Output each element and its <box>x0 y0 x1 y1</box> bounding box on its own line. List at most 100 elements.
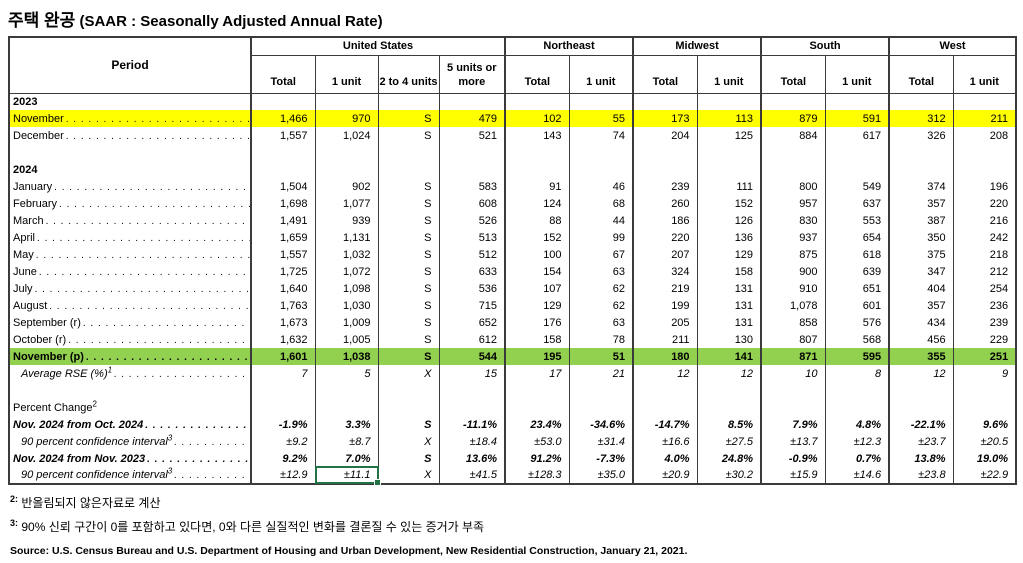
cell[interactable] <box>888 161 954 178</box>
cell[interactable]: 910 <box>760 280 826 297</box>
cell[interactable]: ±12.3 <box>824 433 890 450</box>
cell[interactable]: 939 <box>314 212 378 229</box>
cell[interactable]: 536 <box>438 280 506 297</box>
cell[interactable]: 326 <box>888 127 954 144</box>
cell[interactable] <box>888 93 954 110</box>
cell[interactable]: 357 <box>888 297 954 314</box>
cell[interactable]: 1,673 <box>250 314 315 331</box>
cell[interactable]: S <box>377 314 439 331</box>
cell[interactable]: 884 <box>760 127 826 144</box>
cell[interactable]: 211 <box>632 331 698 348</box>
cell[interactable]: ±9.2 <box>250 433 315 450</box>
cell[interactable]: 205 <box>632 314 698 331</box>
cell[interactable]: 136 <box>696 229 762 246</box>
cell[interactable]: 12 <box>632 365 698 382</box>
cell[interactable]: 173 <box>632 110 698 127</box>
cell[interactable]: 456 <box>888 331 954 348</box>
cell[interactable]: 55 <box>568 110 634 127</box>
row-label[interactable]: November <box>9 110 252 127</box>
cell[interactable]: 324 <box>632 263 698 280</box>
cell[interactable] <box>824 399 890 416</box>
cell[interactable]: 113 <box>696 110 762 127</box>
cell[interactable]: 612 <box>438 331 506 348</box>
cell[interactable]: 236 <box>952 297 1017 314</box>
cell[interactable]: 4.8% <box>824 416 890 433</box>
cell[interactable]: 12 <box>696 365 762 382</box>
cell[interactable]: S <box>377 348 439 365</box>
cell[interactable] <box>760 93 826 110</box>
cell[interactable]: X <box>377 467 439 484</box>
row-label[interactable]: July <box>9 280 252 297</box>
cell[interactable]: -34.6% <box>568 416 634 433</box>
cell[interactable] <box>250 144 315 161</box>
cell[interactable]: 208 <box>952 127 1017 144</box>
cell[interactable]: 3.3% <box>314 416 378 433</box>
cell[interactable]: S <box>377 331 439 348</box>
cell[interactable]: 62 <box>568 280 634 297</box>
cell[interactable]: 207 <box>632 246 698 263</box>
row-label[interactable]: Nov. 2024 from Nov. 2023 <box>9 450 252 467</box>
cell[interactable] <box>568 382 634 399</box>
cell[interactable] <box>824 144 890 161</box>
cell[interactable] <box>438 382 506 399</box>
header-mw-total[interactable]: Total <box>632 55 698 93</box>
cell[interactable] <box>952 161 1017 178</box>
cell[interactable] <box>696 144 762 161</box>
cell[interactable]: 1,725 <box>250 263 315 280</box>
cell[interactable]: 13.8% <box>888 450 954 467</box>
row-label[interactable]: September (r) <box>9 314 252 331</box>
cell[interactable] <box>504 161 570 178</box>
row-label[interactable]: June <box>9 263 252 280</box>
cell[interactable] <box>632 382 698 399</box>
cell[interactable]: ±8.7 <box>314 433 378 450</box>
cell[interactable]: 216 <box>952 212 1017 229</box>
cell[interactable]: X <box>377 433 439 450</box>
cell[interactable]: 251 <box>952 348 1017 365</box>
cell[interactable] <box>377 399 439 416</box>
cell[interactable]: 347 <box>888 263 954 280</box>
cell[interactable]: -22.1% <box>888 416 954 433</box>
cell[interactable] <box>314 144 378 161</box>
row-label[interactable]: August <box>9 297 252 314</box>
cell[interactable]: 204 <box>632 127 698 144</box>
cell[interactable]: 102 <box>504 110 570 127</box>
header-ne-1unit[interactable]: 1 unit <box>568 55 634 93</box>
cell[interactable]: S <box>377 297 439 314</box>
cell[interactable]: 7.0% <box>314 450 378 467</box>
row-label[interactable]: February <box>9 195 252 212</box>
cell[interactable]: S <box>377 178 439 195</box>
row-label[interactable]: 90 percent confidence interval3 <box>9 467 252 484</box>
header-w-total[interactable]: Total <box>888 55 954 93</box>
row-label[interactable]: April <box>9 229 252 246</box>
cell[interactable]: 254 <box>952 280 1017 297</box>
cell[interactable]: 15 <box>438 365 506 382</box>
cell[interactable] <box>504 399 570 416</box>
cell[interactable]: ±23.8 <box>888 467 954 484</box>
row-label[interactable]: Percent Change2 <box>9 399 252 416</box>
header-period[interactable]: Period <box>9 37 252 94</box>
cell[interactable]: 154 <box>504 263 570 280</box>
cell[interactable]: 583 <box>438 178 506 195</box>
cell[interactable]: 44 <box>568 212 634 229</box>
cell[interactable]: S <box>377 229 439 246</box>
cell[interactable] <box>314 399 378 416</box>
cell[interactable]: 8 <box>824 365 890 382</box>
cell[interactable] <box>438 399 506 416</box>
cell[interactable]: 107 <box>504 280 570 297</box>
cell[interactable]: 195 <box>504 348 570 365</box>
cell[interactable]: 10 <box>760 365 826 382</box>
cell[interactable]: 129 <box>504 297 570 314</box>
cell[interactable] <box>568 144 634 161</box>
cell[interactable]: 91.2% <box>504 450 570 467</box>
cell[interactable]: ±20.9 <box>632 467 698 484</box>
cell[interactable] <box>314 382 378 399</box>
cell[interactable]: S <box>377 263 439 280</box>
row-label[interactable]: Average RSE (%)1 <box>9 365 252 382</box>
cell[interactable]: 617 <box>824 127 890 144</box>
cell[interactable]: -1.9% <box>250 416 315 433</box>
row-label[interactable] <box>9 382 252 399</box>
cell[interactable] <box>760 399 826 416</box>
cell[interactable] <box>632 399 698 416</box>
cell[interactable]: 807 <box>760 331 826 348</box>
cell[interactable] <box>760 144 826 161</box>
